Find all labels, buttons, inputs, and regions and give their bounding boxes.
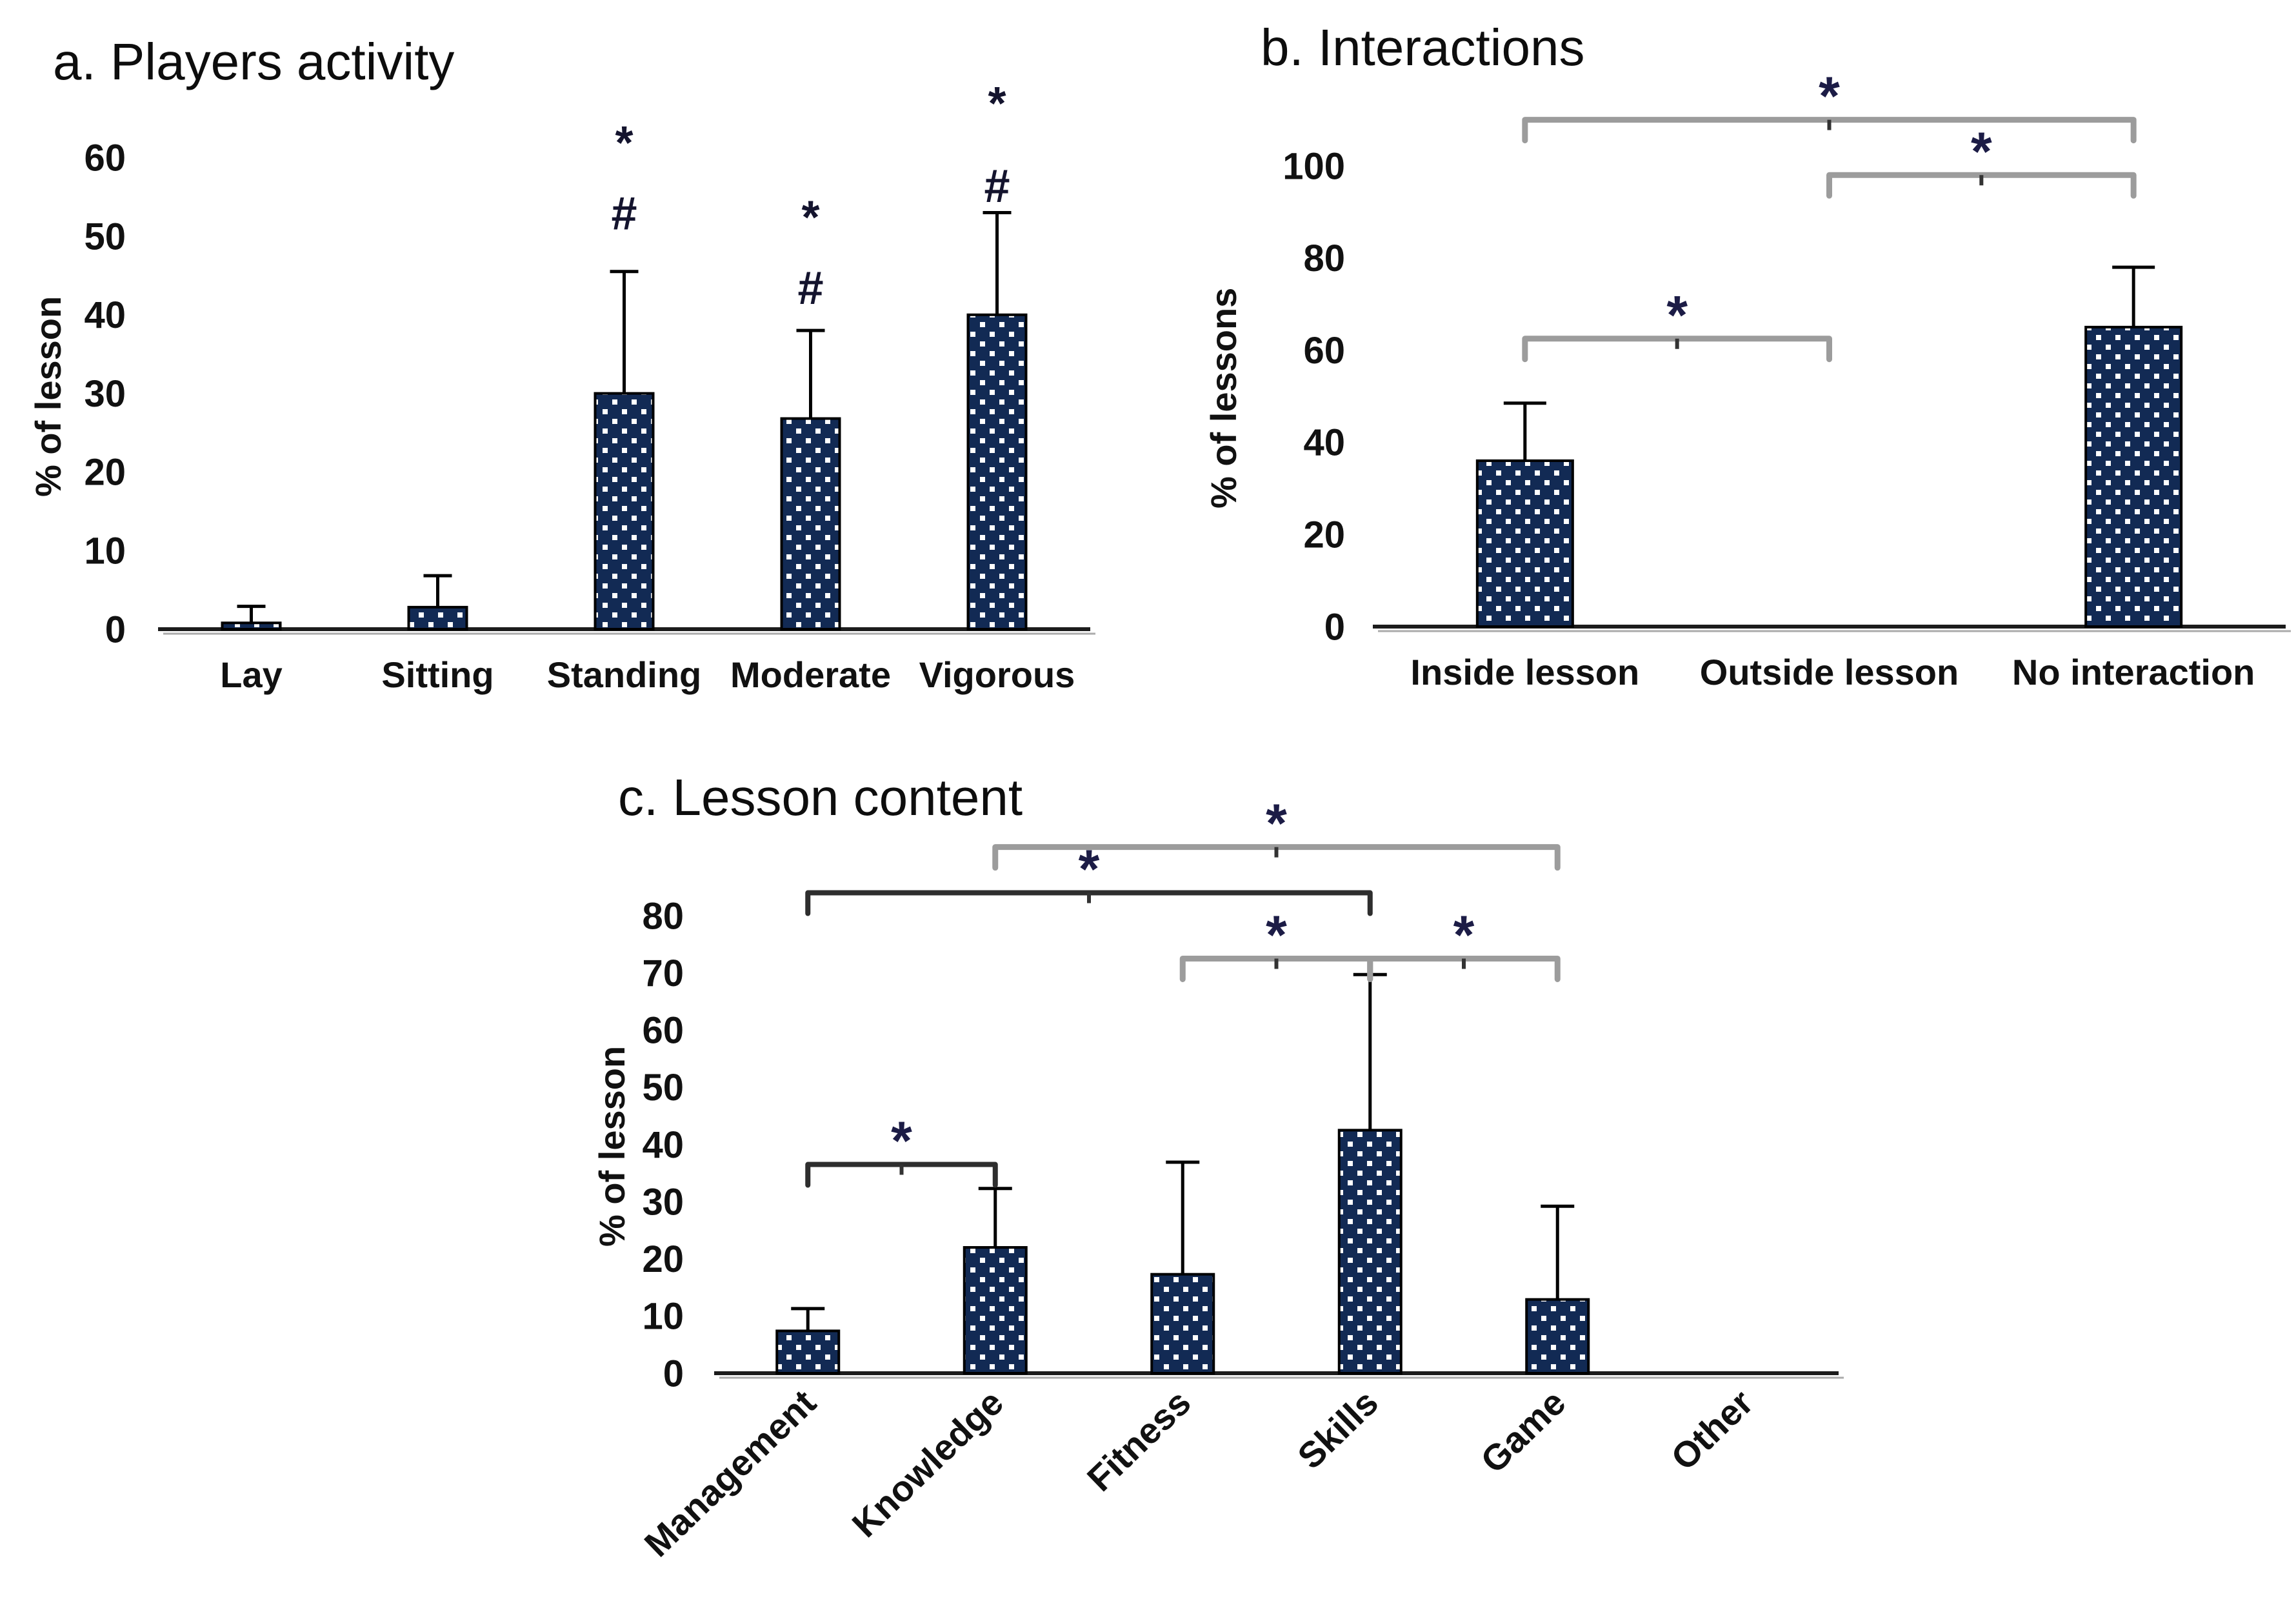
category-label: Fitness [1079, 1382, 1199, 1499]
bar-fitness [1150, 1273, 1215, 1375]
chart-b-y-axis-label: % of lessons [1203, 287, 1244, 508]
y-tick-label: 10 [642, 1296, 684, 1338]
bar-management [775, 1329, 841, 1374]
category-label: Moderate [730, 654, 891, 695]
chart-a-players-activity: 0 10 20 30 40 50 60 Lay Sitting Standing Moderate V… [19, 19, 1155, 787]
significance-star: * [891, 1111, 912, 1171]
annotation-symbol: * [801, 192, 819, 244]
category-label: Outside lesson [1700, 652, 1959, 692]
category-label: Sitting [381, 654, 494, 695]
y-tick-label: 50 [84, 216, 126, 257]
y-tick-label: 10 [84, 530, 126, 572]
significance-star: * [1819, 66, 1840, 126]
chart-a-y-axis-label: % of lesson [28, 296, 68, 497]
y-tick-label: 80 [1303, 237, 1345, 279]
y-tick-label: 20 [1303, 514, 1345, 556]
y-tick-label: 40 [642, 1124, 684, 1166]
bar-sitting [407, 605, 468, 630]
y-tick-label: 20 [642, 1238, 684, 1280]
y-tick-label: 20 [84, 452, 126, 494]
category-label: Skills [1290, 1382, 1386, 1476]
chart-c-y-axis-label: % of lesson [592, 1045, 632, 1247]
bar-vigorous [966, 313, 1028, 630]
annotation-symbol: * [988, 78, 1006, 130]
y-tick-label: 30 [642, 1181, 684, 1223]
chart-b-interactions: 0 20 40 60 80 100 Inside lesson Outside lesson N… [1193, 13, 2296, 774]
annotation-symbol: * [615, 117, 633, 169]
significance-star: * [1453, 904, 1475, 965]
category-label: No interaction [2012, 652, 2255, 692]
significance-star: * [1971, 121, 1992, 181]
category-label: Knowledge [844, 1382, 1011, 1545]
y-tick-label: 100 [1283, 145, 1345, 187]
annotation-symbol: # [611, 188, 637, 239]
significance-star: * [1266, 904, 1287, 965]
category-label: Vigorous [919, 654, 1075, 695]
category-label: Standing [547, 654, 702, 695]
category-label: Management [637, 1382, 824, 1564]
category-label: Other [1663, 1382, 1761, 1478]
y-tick-label: 0 [105, 609, 126, 650]
y-tick-label: 30 [84, 373, 126, 415]
bar-game [1525, 1298, 1590, 1375]
chart-a-plot: 0 10 20 30 40 50 60 Lay Sitting Standing Moderate V… [84, 78, 1095, 695]
bar-skills [1337, 1129, 1403, 1374]
y-tick-label: 40 [1303, 422, 1345, 464]
y-tick-label: 80 [642, 895, 684, 937]
y-tick-label: 60 [84, 137, 126, 179]
bar-standing [594, 392, 655, 630]
bar-inside-lesson [1475, 459, 1574, 629]
annotation-symbol: # [984, 161, 1010, 212]
y-tick-label: 60 [1303, 330, 1345, 372]
chart-b-plot: 0 20 40 60 80 100 Inside lesson Outside lesson N… [1283, 66, 2291, 692]
bar-no-interaction [2084, 325, 2183, 628]
chart-c-lesson-content: 0 10 20 30 40 50 60 70 80 Management Knowledge Fitn… [581, 761, 1909, 1601]
category-label: Inside lesson [1410, 652, 1639, 692]
chart-a-title: a. Players activity [53, 33, 455, 90]
significance-star: * [1266, 793, 1287, 854]
significance-star: * [1079, 839, 1100, 900]
bar-knowledge [963, 1246, 1028, 1375]
y-tick-label: 0 [663, 1353, 684, 1395]
y-tick-label: 40 [84, 294, 126, 336]
chart-c-plot: 0 10 20 30 40 50 60 70 80 Management Knowledge Fitn… [637, 793, 1844, 1564]
bar-lay [221, 621, 282, 630]
bar-moderate [780, 417, 841, 630]
significance-star: * [1666, 285, 1688, 345]
chart-c-title: c. Lesson content [618, 769, 1023, 826]
y-tick-label: 50 [642, 1067, 684, 1109]
y-tick-label: 70 [642, 952, 684, 994]
category-label: Game [1473, 1382, 1573, 1480]
category-label: Lay [220, 654, 283, 695]
annotation-symbol: # [797, 263, 823, 314]
y-tick-label: 60 [642, 1010, 684, 1052]
chart-b-title: b. Interactions [1261, 19, 1585, 76]
y-tick-label: 0 [1324, 606, 1345, 648]
